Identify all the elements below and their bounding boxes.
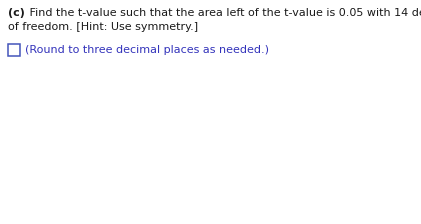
Text: (Round to three decimal places as needed.): (Round to three decimal places as needed… bbox=[25, 45, 269, 55]
Text: (c): (c) bbox=[8, 8, 25, 18]
Text: of freedom. [Hint: Use symmetry.]: of freedom. [Hint: Use symmetry.] bbox=[8, 22, 198, 32]
Text: Find the t-value such that the area left of the t-value is 0.05 with 14 degrees: Find the t-value such that the area left… bbox=[26, 8, 421, 18]
Bar bbox=[8, 44, 20, 56]
